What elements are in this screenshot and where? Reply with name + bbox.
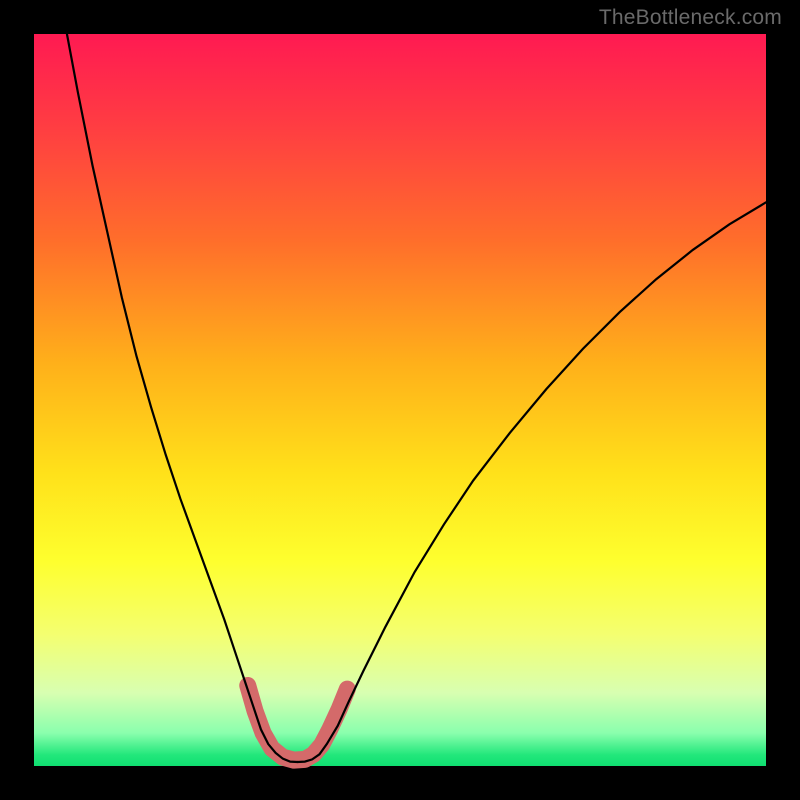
chart-svg bbox=[34, 34, 766, 766]
chart-plot-area bbox=[34, 34, 766, 766]
right-curve bbox=[298, 202, 766, 762]
highlight-curve-segment bbox=[248, 685, 348, 760]
watermark-text: TheBottleneck.com bbox=[599, 6, 782, 30]
left-curve bbox=[67, 34, 298, 762]
